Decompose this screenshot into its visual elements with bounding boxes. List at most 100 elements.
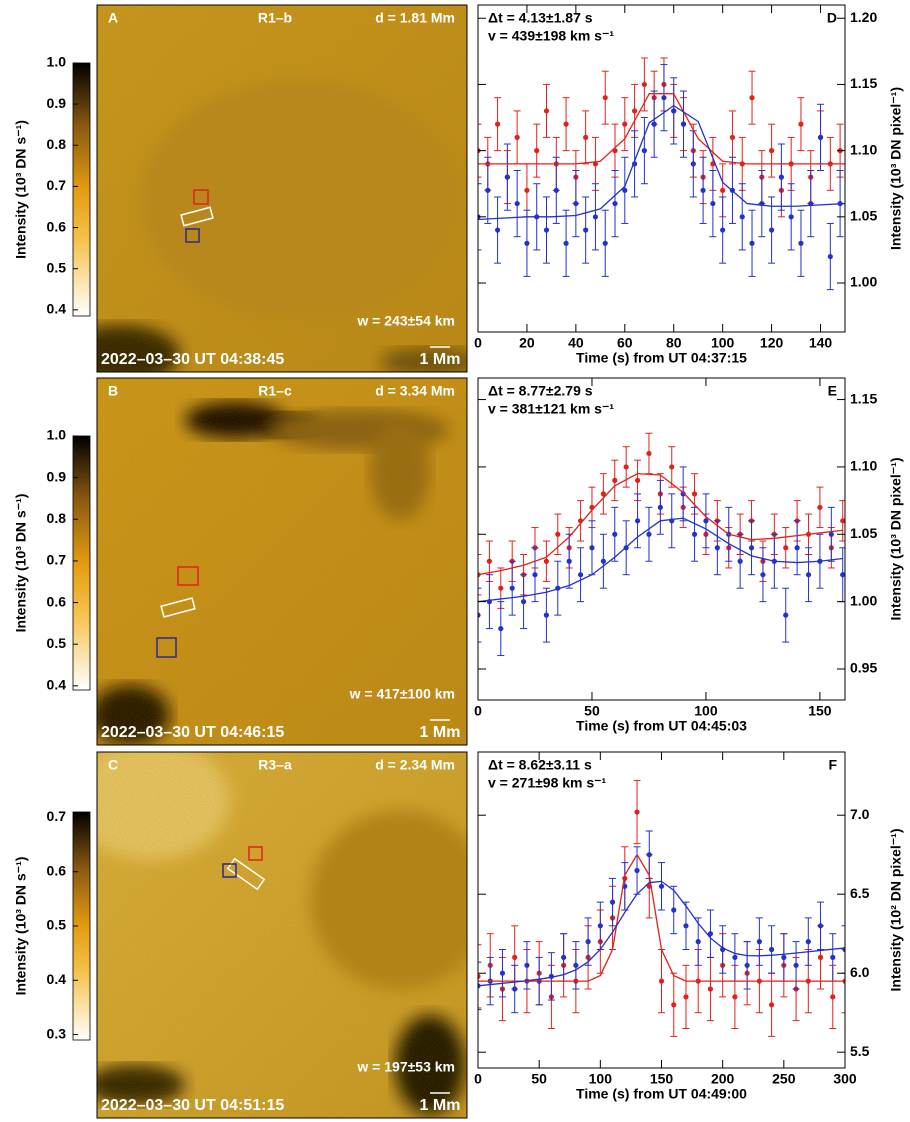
data-point <box>748 545 755 551</box>
panel-label: F <box>828 757 837 773</box>
data-point <box>524 240 530 246</box>
colorbar-tick-label: 0.5 <box>47 917 67 933</box>
y-tick-label: 1.05 <box>850 525 877 541</box>
colorbar-tick-label: 0.7 <box>47 552 67 568</box>
data-point <box>566 558 572 564</box>
fit-curve <box>478 517 843 603</box>
plot-area <box>478 57 845 291</box>
image-noise <box>97 752 467 1118</box>
data-point <box>520 599 527 605</box>
image-panel <box>97 5 467 372</box>
image-noise <box>97 5 467 372</box>
data-point <box>498 585 504 591</box>
x-tick-label: 80 <box>666 335 682 351</box>
region-box <box>180 206 214 227</box>
panel-label: A <box>108 10 118 26</box>
data-point <box>597 923 603 929</box>
width-label: w = 197±53 km <box>356 1059 455 1075</box>
data-point <box>634 867 640 874</box>
x-tick-label: 200 <box>711 1071 735 1087</box>
fit-curve <box>478 104 845 221</box>
fit-curve <box>478 472 843 576</box>
data-point <box>769 227 775 233</box>
colorbar-tick-label: 0.5 <box>47 635 67 651</box>
scale-label: 1 Mm <box>420 1097 461 1114</box>
data-point <box>494 227 501 233</box>
colorbar-tick-label: 0.6 <box>47 593 67 609</box>
x-tick-label: 120 <box>760 335 784 351</box>
data-point <box>680 491 686 497</box>
x-tick-label: 100 <box>694 703 718 719</box>
x-tick-label: 20 <box>519 335 535 351</box>
x-tick-label: 40 <box>568 335 584 351</box>
region-box <box>177 566 199 586</box>
data-point <box>600 491 606 497</box>
data-point <box>612 477 618 483</box>
y-axis-label: Intensity (10³ DN pixel⁻¹) <box>888 87 904 250</box>
x-tick-label: 50 <box>584 703 600 719</box>
data-point <box>592 214 599 220</box>
y-tick-label: 7.0 <box>850 806 870 822</box>
data-point <box>543 108 550 114</box>
x-tick-label: 0 <box>474 1071 482 1087</box>
data-point <box>543 612 549 618</box>
data-point <box>583 134 589 140</box>
data-point <box>769 148 775 154</box>
x-axis-label: Time (s) from UT 04:45:03 <box>576 718 747 734</box>
data-point <box>778 174 784 180</box>
data-point <box>573 200 579 207</box>
distance-label: d = 1.81 Mm <box>375 10 455 26</box>
data-point <box>749 240 755 246</box>
data-point <box>827 253 833 260</box>
data-point <box>543 558 549 564</box>
data-point <box>769 946 775 953</box>
data-point <box>817 923 824 929</box>
data-point <box>769 1002 775 1008</box>
y-tick-label: 1.20 <box>850 9 877 25</box>
data-point <box>478 973 481 979</box>
data-point <box>817 954 824 961</box>
colorbar-tick-label: 0.8 <box>47 136 67 152</box>
data-point <box>592 161 599 167</box>
panel-label: E <box>828 383 837 399</box>
y-tick-label: 1.10 <box>850 458 877 474</box>
data-point <box>499 970 506 976</box>
data-point <box>612 200 618 207</box>
data-point <box>494 121 501 127</box>
y-axis-label: Intensity (10² DN pixel⁻¹) <box>888 829 904 992</box>
data-point <box>744 962 750 968</box>
timestamp: 2022–03–30 UT 04:51:15 <box>101 1097 284 1114</box>
data-point <box>683 923 689 929</box>
delta-t: Δt = 8.62±3.11 s <box>488 757 592 773</box>
colorbar <box>72 62 91 317</box>
data-point <box>609 899 616 905</box>
data-point <box>691 491 698 497</box>
data-point <box>553 187 559 193</box>
data-point <box>707 931 714 937</box>
data-point <box>498 625 504 632</box>
image-panel <box>97 752 467 1118</box>
data-point <box>658 883 665 889</box>
data-point <box>729 134 736 140</box>
data-point <box>710 200 716 207</box>
y-tick-label: 6.5 <box>850 885 870 901</box>
data-point <box>732 954 738 961</box>
x-tick-label: 140 <box>809 335 833 351</box>
data-point <box>830 994 836 1000</box>
data-point <box>634 518 641 524</box>
plot-area <box>478 779 845 1037</box>
fit-curve <box>478 93 845 165</box>
data-point <box>651 121 657 127</box>
velocity: v = 381±121 km s⁻¹ <box>488 401 614 417</box>
colorbar-tick-label: 0.6 <box>47 862 67 878</box>
data-point <box>691 531 698 537</box>
data-point <box>749 95 755 101</box>
data-point <box>646 852 652 858</box>
plot-frame <box>477 4 846 333</box>
x-axis-label: Time (s) from UT 04:37:15 <box>576 350 747 366</box>
data-point <box>658 978 665 984</box>
colorbar-label: Intensity (10³ DN s⁻¹) <box>13 857 29 996</box>
data-point <box>680 121 687 127</box>
width-label: w = 243±54 km <box>356 313 455 329</box>
